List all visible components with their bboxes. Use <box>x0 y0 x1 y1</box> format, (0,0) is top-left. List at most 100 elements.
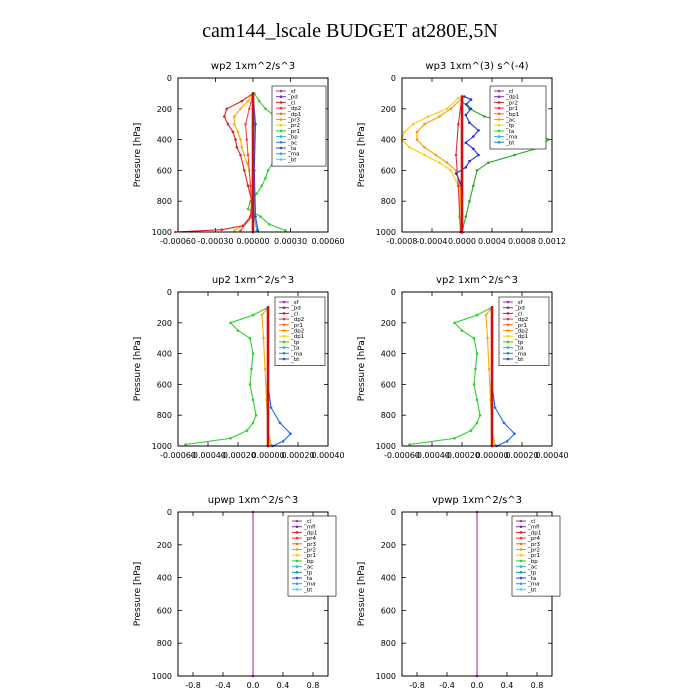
x-tick-label: -0.8 <box>185 681 201 690</box>
legend-entry: _ta <box>290 346 299 352</box>
series-line_pr1 <box>409 306 493 446</box>
series-point_ta <box>465 102 468 106</box>
legend-entry: _bp <box>287 135 298 141</box>
series-point_pr1 <box>438 161 441 164</box>
series-point_pr1 <box>408 443 411 446</box>
series-point_ta <box>254 122 257 126</box>
series-point_ta <box>468 121 471 124</box>
legend-marker <box>519 531 523 534</box>
series-point_pr2 <box>246 99 250 103</box>
legend-marker <box>497 106 501 110</box>
series-point_bt <box>460 95 464 98</box>
series-point_pr1 <box>403 130 406 134</box>
series-point_pr2 <box>484 313 488 317</box>
legend-marker <box>519 565 523 568</box>
y-tick-label: 800 <box>157 639 172 648</box>
legend-marker <box>519 588 523 591</box>
legend-entry: _dp1 <box>514 334 528 340</box>
series-point_pr1 <box>475 352 479 355</box>
x-tick-label: 0.0000 <box>448 237 476 246</box>
legend-marker <box>295 576 299 580</box>
legend-marker <box>279 106 283 110</box>
legend-marker <box>279 158 283 161</box>
legend-entry: _bt <box>287 157 297 163</box>
legend-marker <box>282 317 286 321</box>
legend-marker <box>519 559 523 563</box>
legend-entry: _pr3 <box>303 542 317 548</box>
legend-marker <box>295 542 299 546</box>
series-point_pr1 <box>408 146 411 149</box>
y-axis-label: Pressure [hPa] <box>357 337 367 402</box>
series-point_pr2 <box>262 336 265 340</box>
series-point_pr2 <box>260 313 264 317</box>
series-point_dp1 <box>231 130 235 134</box>
series-point_pr1 <box>284 229 287 232</box>
legend: _sf_pd_cl_dp2_pr1_dp2_dp1_tp_ta_ma_bt <box>274 296 326 366</box>
legend-entry: _pr3 <box>527 542 541 548</box>
legend-marker <box>506 334 510 338</box>
series-point_ac <box>487 161 490 164</box>
x-tick-label: 0.0 <box>471 681 484 690</box>
y-axis-label: Pressure [hPa] <box>133 562 143 627</box>
series-point_ac <box>472 184 475 188</box>
y-tick-label: 1000 <box>376 672 396 681</box>
legend-marker <box>295 565 299 568</box>
series-point_dp2 <box>246 153 250 157</box>
series-point_pr1 <box>260 184 264 188</box>
series-point_pr2 <box>233 229 236 232</box>
legend-entry: _dp2 <box>290 329 304 335</box>
series-point_pr1 <box>469 429 473 432</box>
series-point_ta <box>256 229 260 232</box>
legend-marker <box>497 129 501 133</box>
series-point_ac <box>483 115 486 118</box>
x-tick-label: 0.00040 <box>311 451 344 460</box>
legend-entry: _ma <box>505 135 517 141</box>
series-point_pr1 <box>475 313 479 317</box>
series-point_ac <box>468 199 471 203</box>
legend-entry: _dp1 <box>527 530 541 536</box>
series-point_pr2 <box>239 138 242 141</box>
series-point_pr2 <box>486 336 489 340</box>
series-point_ta <box>505 440 509 443</box>
legend-marker <box>497 141 501 144</box>
series-point_pr2 <box>239 107 242 111</box>
panel-4: vp2 1xm^2/s^3 Pressure [hPa] 0 200 400 600 800… <box>357 275 569 460</box>
series-point_pr1 <box>184 443 187 446</box>
y-tick-label: 0 <box>167 288 172 297</box>
legend-marker <box>519 576 523 580</box>
x-tick-label: 0.0004 <box>478 237 506 246</box>
series-point_dp1 <box>234 138 237 141</box>
series-point_pr1 <box>258 99 261 103</box>
series-point_ta <box>472 147 475 151</box>
legend-entry: _ma <box>290 351 302 357</box>
series-point_pr1 <box>478 413 482 417</box>
legend-entry: _cl <box>505 89 514 95</box>
legend-marker <box>519 571 523 574</box>
panel-5: upwp 1xm^2/s^3 Pressure [hPa] 0 200 400 600 80… <box>133 495 337 690</box>
legend-entry: _pr4 <box>303 536 317 542</box>
y-tick-label: 0 <box>167 508 172 517</box>
y-tick-label: 200 <box>381 319 396 328</box>
series-point_ta <box>278 421 282 425</box>
series-line_pr2 <box>261 307 272 445</box>
legend-marker <box>519 542 523 546</box>
legend-entry: _tp <box>505 123 515 129</box>
y-tick-label: 400 <box>381 574 396 583</box>
series-point_pr2 <box>415 130 419 134</box>
legend-marker <box>519 582 523 585</box>
legend-marker <box>279 101 283 104</box>
plot-frame <box>177 77 329 233</box>
legend-entry: _ac <box>505 118 515 124</box>
legend-marker <box>295 582 299 585</box>
series-point_pr1 <box>427 115 430 118</box>
legend-marker <box>279 152 283 155</box>
legend-entry: _pr1 <box>303 553 316 559</box>
series-point_dp1 <box>240 99 244 103</box>
series-point_bt <box>251 92 255 95</box>
legend-marker <box>295 559 299 563</box>
legend-marker <box>295 588 299 591</box>
legend-entry: _mfl <box>527 525 540 531</box>
legend-marker <box>279 118 283 121</box>
series-point_ac <box>475 169 479 172</box>
